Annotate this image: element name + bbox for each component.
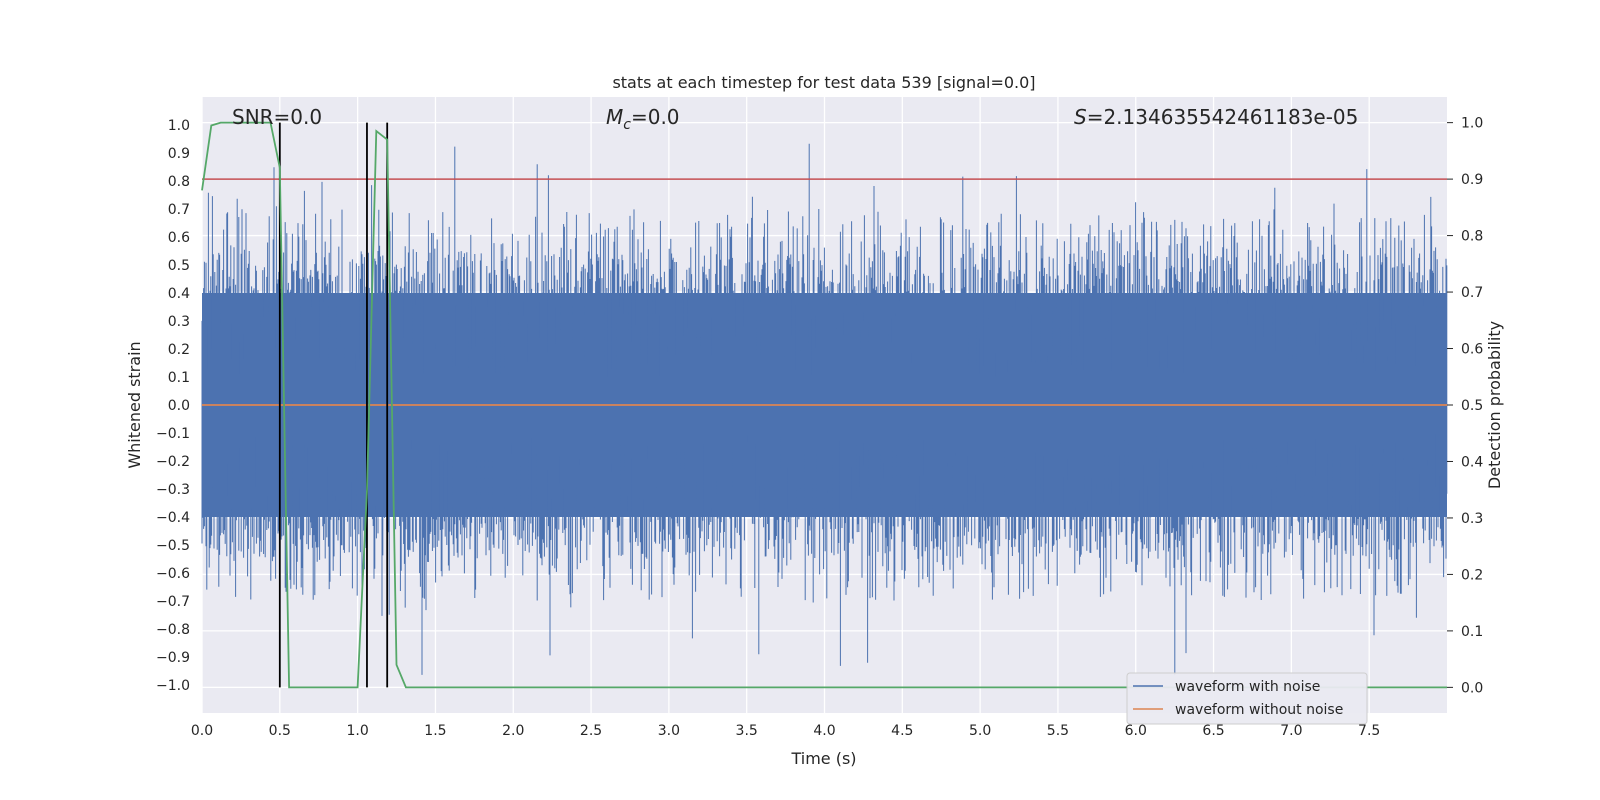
y-tick-label: −0.7 <box>156 594 190 610</box>
y-tick-label: −0.9 <box>156 650 190 666</box>
x-tick-label: 3.5 <box>736 723 758 739</box>
y-tick-label: 0.2 <box>168 342 190 358</box>
legend-box <box>1126 672 1368 725</box>
axis-ticks: 0.0 0.5 1.0 1.5 2.0 2.5 3.0 3.5 4.0 4.5 5.0 5.5 6.0 6… <box>156 116 1483 739</box>
y2-axis-label: Detection probability <box>1485 321 1504 489</box>
y-tick-label: −1.0 <box>156 678 190 694</box>
noise-trace <box>201 143 1448 676</box>
x-tick-label: 2.5 <box>580 723 602 739</box>
chirp-mass-value: =0.0 <box>631 105 680 129</box>
y-tick-label: −0.8 <box>156 622 190 638</box>
x-axis-label: Time (s) <box>790 749 856 768</box>
y-tick-label: 0.6 <box>168 230 190 246</box>
y-tick-label: −0.1 <box>156 426 190 442</box>
x-tick-label: 4.5 <box>891 723 913 739</box>
legend-entry-clean: waveform without noise <box>1175 702 1343 718</box>
x-tick-label: 1.0 <box>346 723 368 739</box>
y-tick-label: −0.4 <box>156 510 190 526</box>
s-value: =2.134635542461183e-05 <box>1087 105 1359 129</box>
x-tick-label: 2.0 <box>502 723 524 739</box>
snr-annotation: SNR=0.0 <box>232 105 322 129</box>
y-tick-label: 0.4 <box>168 286 190 302</box>
x-tick-label: 1.5 <box>424 723 446 739</box>
y-tick-label: 0.1 <box>168 370 190 386</box>
x-tick-label: 7.5 <box>1358 723 1380 739</box>
y2-tick-label: 1.0 <box>1461 116 1483 132</box>
y2-tick-label: 0.7 <box>1461 285 1483 301</box>
x-tick-label: 0.5 <box>269 723 291 739</box>
s-annotation: S=2.134635542461183e-05 <box>1074 105 1358 129</box>
legend: waveform with noise waveform without noi… <box>1126 672 1368 725</box>
y2-tick-label: 0.3 <box>1461 511 1483 527</box>
y2-tick-label: 0.2 <box>1461 567 1483 583</box>
y-tick-label: −0.3 <box>156 482 190 498</box>
y2-tick-label: 0.8 <box>1461 229 1483 245</box>
y-axis-label: Whitened strain <box>125 341 144 468</box>
x-tick-label: 7.0 <box>1280 723 1302 739</box>
x-tick-label: 6.0 <box>1125 723 1147 739</box>
y2-tick-label: 0.0 <box>1461 680 1483 696</box>
overlay-lines <box>201 121 1447 689</box>
series-detection-probability <box>201 121 1447 689</box>
y-tick-label: −0.5 <box>156 538 190 554</box>
y-tick-label: −0.6 <box>156 566 190 582</box>
chirp-mass-symbol: M <box>606 105 623 129</box>
x-tick-label: 6.5 <box>1202 723 1224 739</box>
y2-tick-label: 0.9 <box>1461 172 1483 188</box>
y-tick-label: 0.9 <box>168 146 190 162</box>
chart-title: stats at each timestep for test data 539… <box>612 73 1035 92</box>
chirp-mass-annotation: Mc=0.0 <box>606 105 680 133</box>
x-tick-label: 4.0 <box>813 723 835 739</box>
y-tick-label: 0.3 <box>168 314 190 330</box>
x-tick-label: 0.0 <box>191 723 213 739</box>
y-tick-label: 0.7 <box>168 202 190 218</box>
y-tick-label: 0.0 <box>168 398 190 414</box>
y-tick-label: 0.8 <box>168 174 190 190</box>
y-tick-label: 0.5 <box>168 258 190 274</box>
legend-entry-noise: waveform with noise <box>1175 679 1320 695</box>
chirp-mass-subscript: c <box>623 117 631 133</box>
y2-tick-label: 0.6 <box>1461 342 1483 358</box>
x-tick-label: 3.0 <box>658 723 680 739</box>
x-tick-label: 5.5 <box>1047 723 1069 739</box>
x-tick-label: 5.0 <box>969 723 991 739</box>
y-tick-label: −0.2 <box>156 454 190 470</box>
y2-tick-label: 0.4 <box>1461 454 1483 470</box>
s-symbol: S <box>1074 105 1087 129</box>
y2-tick-label: 0.5 <box>1461 398 1483 414</box>
y2-tick-label: 0.1 <box>1461 624 1483 640</box>
y-tick-label: 1.0 <box>168 118 190 134</box>
